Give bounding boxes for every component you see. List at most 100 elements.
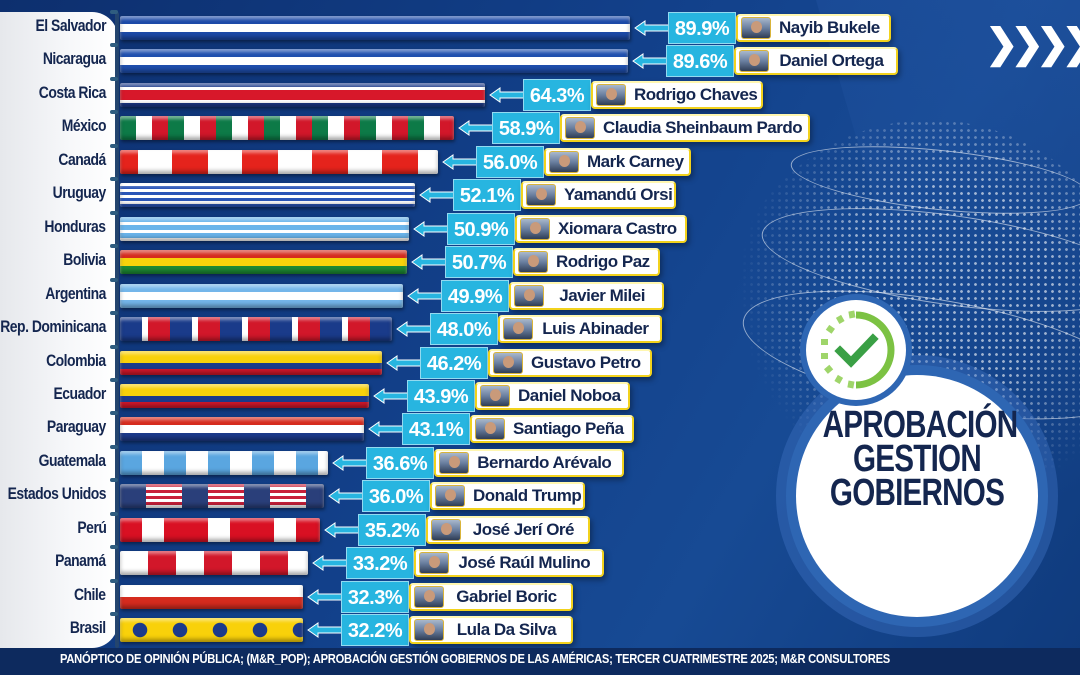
- leader-name: Javier Milei: [559, 285, 645, 305]
- axis-tick: [110, 545, 118, 550]
- arrow-left-icon: [307, 622, 347, 639]
- table-row: Guatemala 36.6% Bernardo Arévalo: [0, 444, 1080, 479]
- percentage-value: 46.2%: [420, 346, 488, 379]
- table-row: Honduras 50.9% Xiomara Castro: [0, 210, 1080, 245]
- country-label: México: [61, 116, 107, 136]
- arrow-left-icon: [368, 421, 408, 438]
- axis-tick: [110, 277, 118, 282]
- bar: [120, 183, 415, 208]
- leader-card: José Jerí Oré: [426, 515, 590, 544]
- axis-tick: [110, 10, 118, 14]
- axis-tick: [110, 344, 118, 349]
- percentage-value: 32.2%: [341, 614, 409, 647]
- avatar: [414, 585, 444, 608]
- leader-card: Nayib Bukele: [736, 14, 892, 42]
- table-row: Perú 35.2% José Jerí Oré: [0, 511, 1080, 546]
- bar: [120, 82, 485, 107]
- leader-name: Daniel Ortega: [779, 51, 884, 71]
- arrow-left-icon: [407, 287, 447, 304]
- country-label: Nicaragua: [43, 49, 106, 69]
- bar: [120, 350, 382, 375]
- arrow-left-icon: [396, 321, 436, 338]
- leader-card: Mark Carney: [544, 147, 691, 176]
- avatar: [526, 184, 556, 207]
- axis-tick: [110, 76, 118, 81]
- axis-tick: [110, 43, 118, 48]
- bar: [120, 49, 628, 74]
- country-label: Canadá: [58, 149, 107, 169]
- country-label: Bolivia: [63, 250, 107, 270]
- bar: [120, 216, 409, 241]
- arrow-left-icon: [307, 588, 347, 605]
- arrow-left-icon: [489, 86, 529, 103]
- leader-name: Xiomara Castro: [558, 218, 677, 238]
- axis-tick: [110, 143, 118, 148]
- avatar: [431, 518, 461, 541]
- bar: [120, 450, 328, 475]
- percentage-value: 50.9%: [447, 212, 515, 245]
- axis-tick: [110, 444, 118, 449]
- table-row: Brasil 32.2% Lula Da Silva: [0, 612, 1080, 647]
- footer-source: PANÓPTICO DE OPINIÓN PÚBLICA; (M&R_POP);…: [60, 651, 890, 666]
- title-line-1: APROBACIÓN: [822, 404, 1019, 446]
- leader-name: Luis Abinader: [542, 319, 649, 339]
- axis-tick: [110, 377, 118, 382]
- table-row: Argentina 49.9% Javier Milei: [0, 277, 1080, 312]
- country-label: Argentina: [45, 283, 106, 303]
- bar: [120, 584, 303, 609]
- avatar: [514, 284, 544, 307]
- percentage-value: 52.1%: [453, 179, 521, 212]
- leader-name: Nayib Bukele: [779, 18, 880, 37]
- country-label: Honduras: [44, 216, 107, 236]
- percentage-value: 35.2%: [358, 513, 426, 546]
- axis-tick: [110, 578, 118, 583]
- percentage-value: 64.3%: [523, 78, 591, 111]
- arrow-left-icon: [312, 555, 352, 572]
- bar: [120, 417, 364, 442]
- bar: [120, 149, 438, 174]
- country-label: Guatemala: [39, 450, 106, 470]
- leader-card: Gabriel Boric: [409, 582, 573, 611]
- leader-card: Santiago Peña: [470, 415, 634, 444]
- table-row: Bolivia 50.7% Rodrigo Paz: [0, 244, 1080, 279]
- table-row: Paraguay 43.1% Santiago Peña: [0, 411, 1080, 446]
- arrow-left-icon: [413, 220, 453, 237]
- check-badge: [800, 294, 912, 406]
- table-row: Chile 32.3% Gabriel Boric: [0, 578, 1080, 613]
- leader-name: Rodrigo Chaves: [634, 84, 758, 104]
- leader-card: Yamandú Orsi: [521, 181, 677, 210]
- bar: [120, 317, 392, 342]
- arrow-left-icon: [328, 488, 368, 505]
- title-line-3: GOBIERNOS: [829, 472, 1005, 514]
- leader-name: Gabriel Boric: [456, 586, 557, 606]
- country-label: Uruguay: [52, 183, 107, 203]
- leader-card: José Raúl Mulino: [414, 549, 604, 578]
- percentage-value: 43.9%: [407, 379, 475, 412]
- avatar: [475, 418, 505, 441]
- leader-card: Daniel Noboa: [475, 381, 631, 410]
- leader-name: Mark Carney: [587, 151, 684, 171]
- leader-card: Xiomara Castro: [515, 214, 688, 243]
- bar: [120, 283, 403, 308]
- avatar: [480, 384, 510, 407]
- check-circle-icon: [821, 310, 895, 389]
- country-label: Costa Rica: [38, 82, 107, 102]
- percentage-value: 36.0%: [362, 480, 430, 513]
- percentage-value: 50.7%: [445, 246, 513, 279]
- leader-card: Daniel Ortega: [734, 47, 898, 76]
- leader-name: Bernardo Arévalo: [477, 452, 612, 472]
- leader-card: Rodrigo Paz: [513, 248, 660, 277]
- percentage-value: 48.0%: [430, 313, 498, 346]
- arrow-left-icon: [442, 153, 482, 170]
- title-line-2: GESTION: [853, 438, 982, 480]
- axis-tick: [110, 177, 118, 182]
- country-label: Chile: [74, 584, 106, 604]
- percentage-value: 49.9%: [441, 279, 509, 312]
- table-row: Colombia 46.2% Gustavo Petro: [0, 344, 1080, 379]
- avatar: [439, 451, 469, 474]
- bar: [120, 551, 308, 576]
- leader-card: Rodrigo Chaves: [591, 80, 764, 109]
- axis-tick: [110, 411, 118, 416]
- country-label: Paraguay: [47, 417, 106, 437]
- leader-name: Daniel Noboa: [518, 385, 621, 405]
